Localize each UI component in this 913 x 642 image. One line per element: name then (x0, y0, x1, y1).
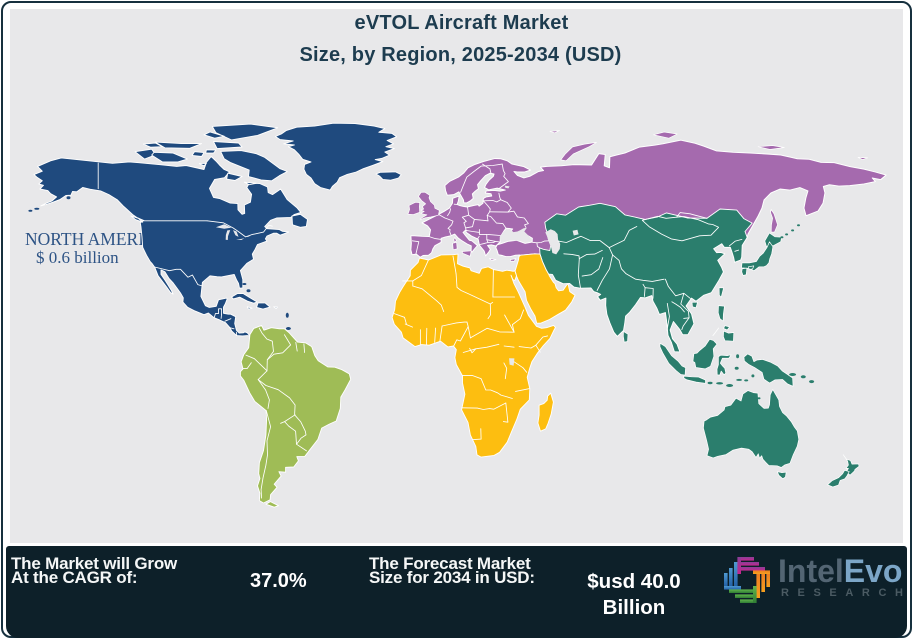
svg-text:$ 0.6 billion: $ 0.6 billion (36, 248, 119, 267)
svg-text:NORTH AMERICA: NORTH AMERICA (25, 229, 169, 249)
